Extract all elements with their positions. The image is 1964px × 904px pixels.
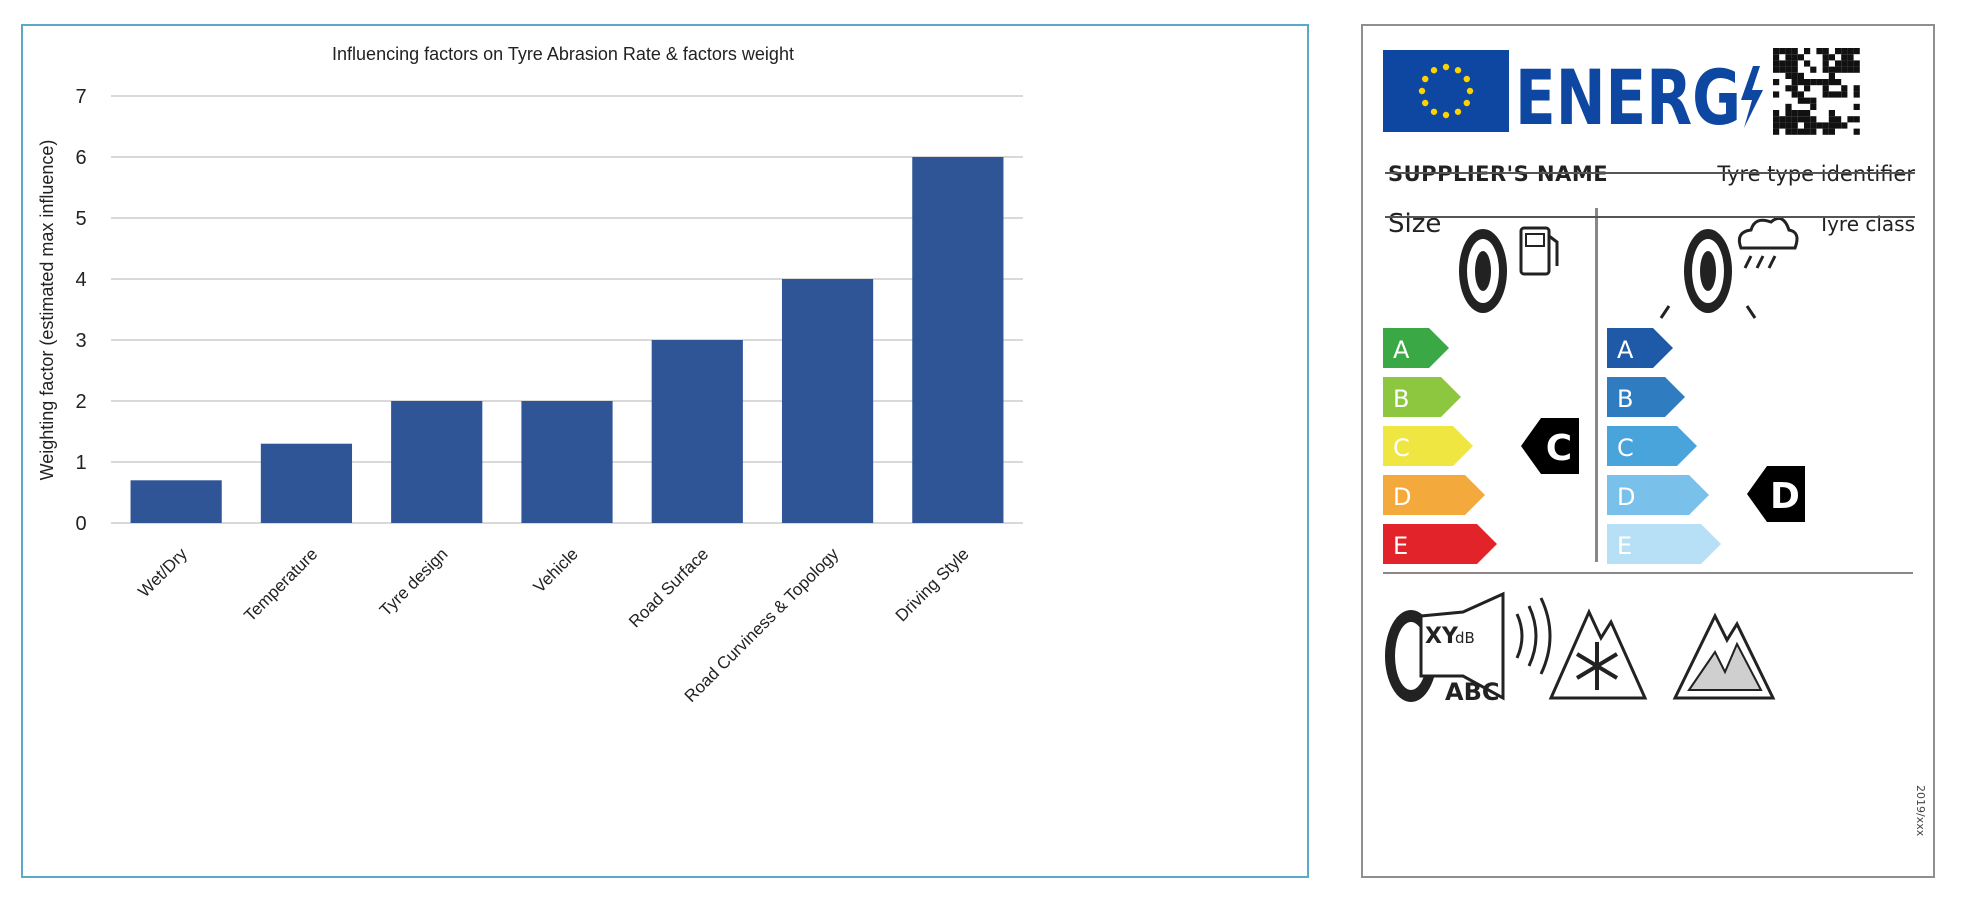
class-letter: E	[1617, 532, 1632, 560]
class-arrow	[1383, 426, 1473, 466]
supplier-name: SUPPLIER'S NAME	[1388, 162, 1609, 186]
svg-text:C: C	[1546, 428, 1572, 469]
energy-logo: ENERG	[1515, 53, 1741, 142]
y-tick-label: 0	[75, 513, 86, 535]
bar	[391, 401, 483, 523]
y-axis-label: Weighting factor (estimated max influenc…	[37, 140, 57, 481]
y-tick-label: 2	[75, 391, 86, 413]
class-arrow	[1607, 377, 1685, 417]
svg-text:XY: XY	[1425, 624, 1459, 649]
wet-grip-icon	[1659, 216, 1799, 319]
svg-text:ABC: ABC	[1445, 678, 1499, 706]
chart-title: Influencing factors on Tyre Abrasion Rat…	[332, 44, 794, 64]
bar	[912, 157, 1004, 523]
bar-chart: Influencing factors on Tyre Abrasion Rat…	[37, 44, 1023, 706]
class-arrow	[1383, 377, 1461, 417]
qr-code-icon	[1773, 48, 1860, 135]
divider-line	[1385, 172, 1915, 174]
eu-star	[1422, 75, 1429, 83]
chart-panel: Influencing factors on Tyre Abrasion Rat…	[21, 24, 1309, 878]
y-tick-label: 5	[75, 208, 86, 230]
eu-star	[1466, 87, 1474, 95]
fuel-rating-badge: C	[1521, 418, 1579, 474]
y-tick-label: 7	[75, 86, 86, 108]
bar	[781, 279, 874, 523]
class-arrow	[1383, 328, 1449, 368]
eu-star	[1442, 111, 1450, 119]
class-letter: C	[1393, 434, 1410, 462]
lightning-icon	[1741, 66, 1763, 128]
label-divider	[1595, 208, 1598, 562]
svg-text:dB: dB	[1455, 629, 1475, 647]
class-arrow	[1607, 475, 1709, 515]
class-letter: C	[1617, 434, 1634, 462]
class-arrow	[1607, 328, 1673, 368]
eu-star	[1463, 75, 1470, 83]
y-tick-label: 1	[75, 452, 86, 474]
class-arrow	[1383, 475, 1485, 515]
class-letter: D	[1393, 483, 1411, 511]
class-letter: B	[1393, 385, 1409, 413]
eu-star	[1442, 63, 1450, 71]
bar	[130, 480, 222, 523]
fuel-efficiency-icon	[1459, 226, 1559, 313]
class-letter: A	[1393, 336, 1410, 364]
x-tick-label: Driving Style	[892, 544, 973, 625]
class-letter: A	[1617, 336, 1634, 364]
regulation-number: 2019/xxx	[1914, 784, 1927, 836]
divider-line	[1385, 216, 1915, 218]
y-tick-labels: 0 1 2 3 4 5 6 7	[75, 86, 86, 535]
bars	[130, 157, 1004, 523]
class-arrow	[1607, 426, 1697, 466]
x-tick-label: Tyre design	[376, 544, 452, 620]
y-tick-label: 6	[75, 147, 86, 169]
class-arrow	[1607, 524, 1721, 564]
class-arrow	[1383, 524, 1497, 564]
bar	[260, 443, 353, 523]
x-tick-label: Road Surface	[625, 544, 712, 631]
svg-text:D: D	[1770, 476, 1800, 517]
x-tick-label: Vehicle	[530, 544, 582, 596]
x-tick-label: Temperature	[240, 544, 321, 625]
eu-star	[1418, 87, 1426, 95]
tyre-size: Size	[1388, 209, 1442, 239]
wet-rating-badge: D	[1747, 466, 1805, 522]
eu-star	[1463, 99, 1470, 107]
eu-star	[1454, 108, 1462, 115]
x-tick-label: Road Curviness & Topology	[681, 544, 843, 706]
ice-grip-icon	[1672, 612, 1776, 700]
eu-flag-icon	[1383, 50, 1509, 132]
y-tick-label: 4	[75, 269, 86, 291]
eu-star	[1430, 108, 1438, 115]
eu-star	[1422, 99, 1429, 107]
x-tick-label: Wet/Dry	[134, 544, 191, 601]
class-letter: E	[1393, 532, 1408, 560]
eu-star	[1430, 67, 1438, 74]
class-letter: D	[1617, 483, 1635, 511]
x-tick-labels: Wet/Dry Temperature Tyre design Vehicle Road…	[134, 544, 972, 706]
snow-grip-icon	[1548, 608, 1648, 700]
eu-star	[1454, 67, 1462, 74]
tyre-type-identifier: Tyre type identifier	[1717, 162, 1915, 186]
class-letter: B	[1617, 385, 1633, 413]
bar	[651, 340, 743, 523]
y-tick-label: 3	[75, 330, 86, 352]
bar	[521, 401, 613, 523]
noise-icon: XY dB ABC	[1385, 591, 1552, 706]
